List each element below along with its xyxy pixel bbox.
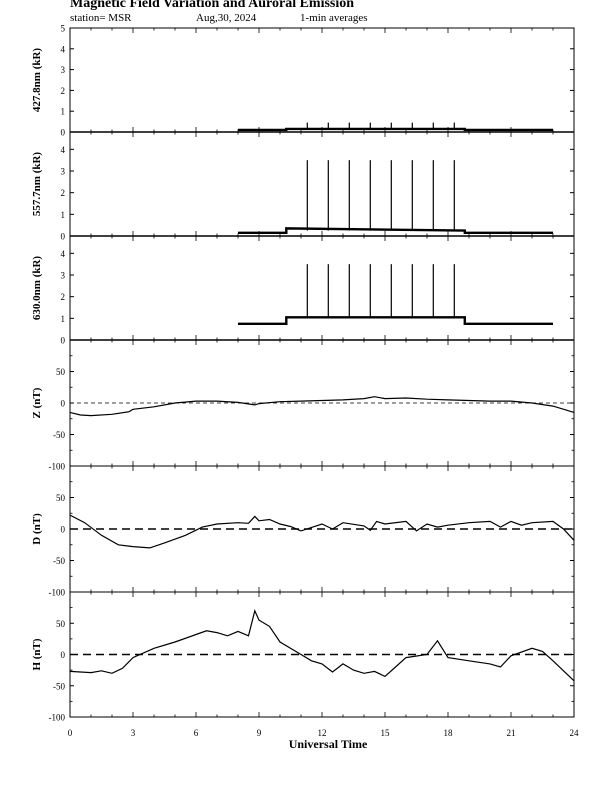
y-tick-label: 0 <box>61 336 66 346</box>
y-tick-label: 50 <box>56 493 66 503</box>
y-tick-label: 3 <box>61 65 66 75</box>
series-line <box>238 316 553 325</box>
y-tick-label: 4 <box>61 249 66 259</box>
series-line <box>69 396 575 417</box>
x-tick-label: 21 <box>507 728 516 738</box>
panel-2: 0 1 2 3 4 557.7nm (kR) <box>31 131 575 242</box>
chart-title: Magnetic Field Variation and Auroral Emi… <box>70 0 355 11</box>
panel-5: -100 -50 0 50 D (nT) <box>31 465 575 598</box>
y-tick-label: 2 <box>61 188 66 198</box>
y-tick-label: 0 <box>61 128 66 138</box>
y-tick-label: -50 <box>53 430 65 440</box>
x-tick-label: 24 <box>570 728 580 738</box>
y-tick-label: -100 <box>49 462 66 472</box>
y-axis-label: 630.0nm (kR) <box>31 256 43 321</box>
x-tick-label: 9 <box>257 728 262 738</box>
y-tick-label: 0 <box>61 399 66 409</box>
y-tick-label: -100 <box>49 713 66 723</box>
y-tick-label: 2 <box>61 86 66 96</box>
y-tick-label: 0 <box>61 525 66 535</box>
x-tick-label: 3 <box>131 728 136 738</box>
x-tick-label: 6 <box>194 728 199 738</box>
series-line <box>69 608 575 682</box>
y-tick-label: -50 <box>53 681 65 691</box>
y-axis-label: Z (nT) <box>31 387 43 418</box>
y-tick-label: 1 <box>61 107 66 117</box>
panel-1: 0 1 2 3 4 5 427.8nm (kR) <box>31 24 575 138</box>
y-axis-label: 427.8nm (kR) <box>31 48 43 113</box>
y-tick-label: 50 <box>56 367 66 377</box>
series-line <box>238 127 553 132</box>
y-tick-label: 1 <box>61 314 66 324</box>
y-axis-label: D (nT) <box>31 513 43 545</box>
date-label: Aug,30, 2024 <box>196 12 257 24</box>
y-tick-label: 2 <box>61 292 66 302</box>
y-tick-label: 0 <box>61 650 66 660</box>
station-label: station= MSR <box>70 12 132 24</box>
panel-frame <box>69 131 575 237</box>
y-tick-label: 4 <box>61 44 66 54</box>
y-tick-label: 3 <box>61 167 66 177</box>
y-axis-label: H (nT) <box>31 638 43 670</box>
x-tick-label: 0 <box>68 728 73 738</box>
y-tick-label: 3 <box>61 271 66 281</box>
series-line <box>69 514 575 549</box>
y-tick-label: 50 <box>56 619 66 629</box>
y-tick-label: -50 <box>53 556 65 566</box>
panel-frame <box>69 27 575 133</box>
x-axis-label: Universal Time <box>289 737 368 751</box>
y-axis-label: 557.7nm (kR) <box>31 152 43 217</box>
averaging-label: 1-min averages <box>300 12 368 24</box>
panel-3: 0 1 2 3 4 630.0nm (kR) <box>31 235 575 346</box>
panel-6: -100 -50 0 50 H (nT) <box>31 591 575 723</box>
y-tick-label: 4 <box>61 145 66 155</box>
y-tick-label: 1 <box>61 210 66 220</box>
x-tick-label: 12 <box>318 728 327 738</box>
panel-4: -100 -50 0 50 Z (nT) <box>31 339 575 472</box>
series-line <box>238 227 553 234</box>
y-tick-label: 0 <box>61 232 66 242</box>
y-tick-label: 5 <box>61 24 66 34</box>
x-tick-label: 18 <box>444 728 454 738</box>
x-tick-label: 15 <box>381 728 391 738</box>
y-tick-label: -100 <box>49 588 66 598</box>
